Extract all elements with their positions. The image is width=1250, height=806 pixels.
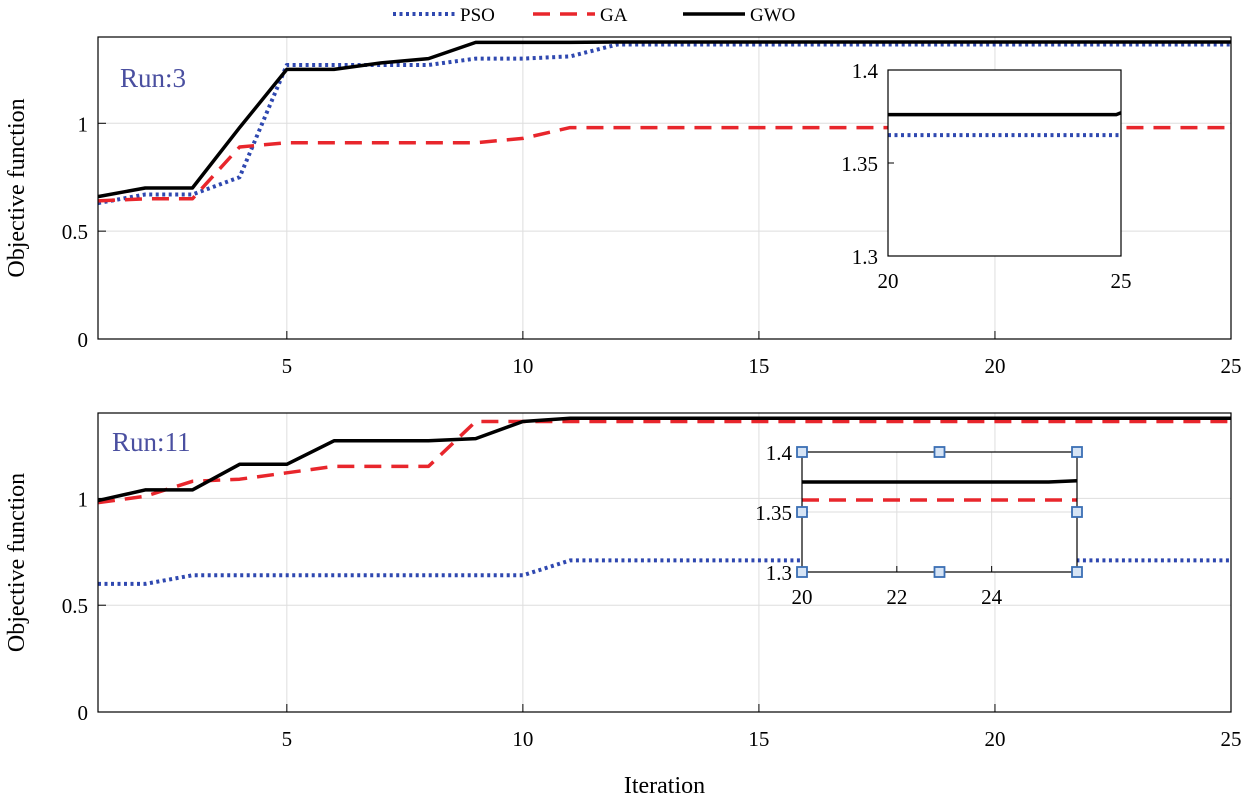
- y-tick-label: 1: [78, 112, 89, 136]
- x-tick-label: 20: [984, 354, 1005, 378]
- y-axis-label: Objective function: [4, 98, 30, 277]
- inset-y-tick-label: 1.35: [841, 152, 878, 176]
- series-ga-line: [97, 419, 1231, 505]
- inset-y-tick-label: 1.3: [766, 561, 792, 585]
- resize-handle[interactable]: [1071, 566, 1083, 578]
- resize-handle[interactable]: [1071, 446, 1083, 458]
- inset-x-tick-label: 20: [792, 585, 813, 609]
- x-tick-label: 25: [1221, 727, 1242, 751]
- x-tick-label: 15: [748, 354, 769, 378]
- inset-series-gwo-line: [888, 111, 1122, 117]
- resize-handle[interactable]: [933, 566, 946, 578]
- x-tick-label: 20: [984, 727, 1005, 751]
- inset-area: [888, 70, 1121, 256]
- y-tick-label: 1: [78, 487, 89, 511]
- x-tick-label: 5: [282, 727, 293, 751]
- inset-plot: 20 25 1.3 1.35 1.4: [841, 59, 1131, 293]
- y-tick-label: 0.5: [62, 220, 88, 244]
- inset-y-tick-label: 1.3: [852, 245, 878, 269]
- x-tick-label: 10: [512, 727, 533, 751]
- inset-x-tick-label: 20: [878, 269, 899, 293]
- legend-label-pso: PSO: [460, 5, 495, 26]
- panel-2: 5 10 15 20 25 0 0.5 1 Objective function Run:11 20…: [4, 412, 1242, 751]
- run-annotation: Run:3: [120, 63, 186, 93]
- inset-x-tick-label: 25: [1111, 269, 1132, 293]
- inset-x-tick-label: 22: [886, 585, 907, 609]
- resize-handle[interactable]: [1071, 506, 1083, 518]
- x-tick-label: 10: [512, 354, 533, 378]
- y-tick-label: 0.5: [62, 594, 88, 618]
- inset-series-gwo-line: [802, 479, 1078, 484]
- x-tick-label: 5: [282, 354, 293, 378]
- series-gwo-line: [97, 416, 1231, 503]
- resize-handle[interactable]: [796, 506, 808, 518]
- y-tick-label: 0: [78, 328, 89, 352]
- legend-label-ga: GA: [600, 5, 628, 26]
- series-gwo-line: [97, 40, 1231, 199]
- series-pso-line: [98, 558, 1231, 586]
- inset-y-tick-label: 1.4: [766, 441, 793, 465]
- resize-handle[interactable]: [796, 566, 808, 578]
- y-tick-label: 0: [78, 701, 89, 725]
- inset-x-tick-label: 24: [981, 585, 1003, 609]
- y-axis-label: Objective function: [4, 473, 30, 652]
- plot-frame: [97, 412, 1232, 713]
- legend-label-gwo: GWO: [750, 5, 795, 26]
- legend: PSO GA GWO: [393, 5, 795, 26]
- x-tick-label: 15: [748, 727, 769, 751]
- inset-y-tick-label: 1.4: [852, 59, 879, 83]
- x-tick-label: 25: [1221, 354, 1242, 378]
- resize-handle[interactable]: [933, 446, 946, 458]
- run-annotation: Run:11: [112, 427, 191, 457]
- inset-plot: 20 22 24 1.3 1.35 1.4: [755, 441, 1083, 609]
- inset-y-tick-label: 1.35: [755, 501, 792, 525]
- plot-frame: [97, 36, 1232, 340]
- series-pso-line: [97, 42, 1231, 206]
- resize-handle[interactable]: [796, 446, 808, 458]
- x-axis-label: Iteration: [624, 773, 705, 799]
